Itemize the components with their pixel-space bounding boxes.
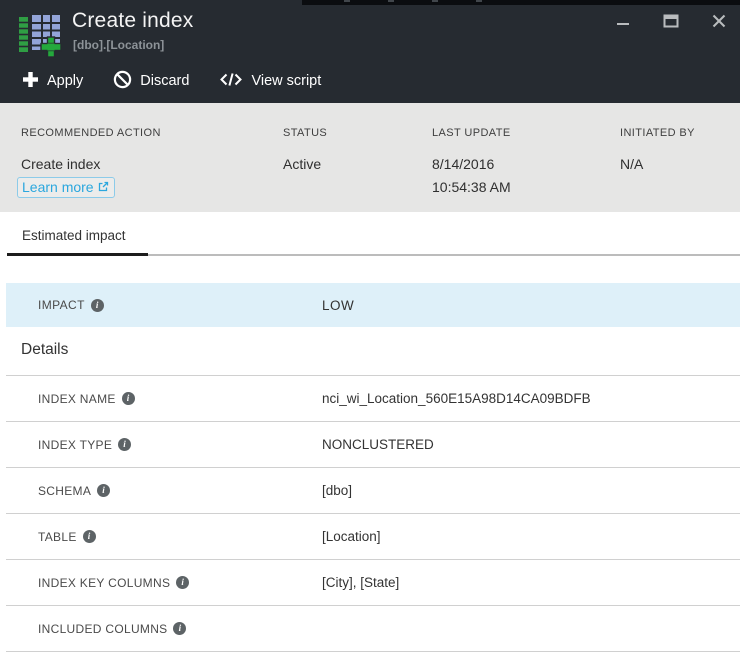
table-row-index-name: INDEX NAME i nci_wi_Location_560E15A98D1… <box>6 375 740 421</box>
detail-label-group: INDEX KEY COLUMNS i <box>6 575 190 590</box>
apply-button[interactable]: Apply <box>22 71 83 92</box>
tab-strip-divider <box>7 254 740 256</box>
maximize-icon[interactable] <box>660 10 682 32</box>
create-index-icon <box>18 12 64 63</box>
detail-label-group: SCHEMA i <box>6 483 111 498</box>
detail-label: TABLE <box>38 529 77 544</box>
detail-label: SCHEMA <box>38 483 92 498</box>
learn-more-label: Learn more <box>22 179 94 195</box>
status-value: Active <box>283 156 322 172</box>
table-row-schema: SCHEMA i [dbo] <box>6 467 740 513</box>
detail-label-group: INCLUDED COLUMNS i <box>6 621 187 636</box>
tab-strip: Estimated impact <box>0 212 740 256</box>
last-update-time: 10:54:38 AM <box>432 179 511 195</box>
window-controls <box>612 10 730 32</box>
detail-label: INDEX NAME <box>38 391 116 406</box>
external-link-icon <box>98 179 109 195</box>
command-bar: Apply Discard <box>22 64 321 98</box>
detail-label: INDEX KEY COLUMNS <box>38 575 171 590</box>
page-subtitle: [dbo].[Location] <box>73 38 165 52</box>
last-update-date: 8/14/2016 <box>432 156 495 172</box>
detail-label-group: INDEX TYPE i <box>6 437 132 452</box>
code-icon <box>219 71 243 92</box>
view-script-button-label: View script <box>251 73 322 89</box>
info-icon[interactable]: i <box>90 298 104 312</box>
summary-column-label: INITIATED BY <box>620 127 695 139</box>
summary-band: RECOMMENDED ACTION Create index Learn mo… <box>0 103 740 212</box>
info-icon[interactable]: i <box>173 622 187 635</box>
detail-label-group: INDEX NAME i <box>6 392 135 406</box>
discard-button[interactable]: Discard <box>113 70 189 93</box>
page-title: Create index <box>72 9 194 32</box>
table-row-table: TABLE i [Location] <box>6 513 740 559</box>
table-row-index-type: INDEX TYPE i NONCLUSTERED <box>6 421 740 467</box>
summary-column-value: Create index <box>21 156 101 172</box>
detail-label: INCLUDED COLUMNS <box>38 621 168 636</box>
impact-value: LOW <box>322 297 355 313</box>
table-row-included-columns: INCLUDED COLUMNS i <box>6 605 740 651</box>
impact-label: IMPACT <box>38 298 85 312</box>
view-script-button[interactable]: View script <box>219 71 321 92</box>
details-table: INDEX NAME i nci_wi_Location_560E15A98D1… <box>6 375 740 652</box>
info-icon[interactable]: i <box>82 530 96 543</box>
summary-column-label: LAST UPDATE <box>432 127 511 139</box>
apply-button-label: Apply <box>47 73 84 89</box>
info-icon[interactable]: i <box>118 438 132 451</box>
detail-value: NONCLUSTERED <box>322 437 434 452</box>
initiated-by-value: N/A <box>620 156 644 172</box>
detail-value: nci_wi_Location_560E15A98D14CA09BDFB <box>322 391 591 406</box>
info-icon[interactable]: i <box>176 576 190 589</box>
detail-value: [dbo] <box>322 483 353 498</box>
detail-value: [City], [State] <box>322 575 400 590</box>
summary-column-label: RECOMMENDED ACTION <box>21 127 161 139</box>
detail-label: INDEX TYPE <box>38 437 113 452</box>
tab-estimated-impact[interactable]: Estimated impact <box>22 228 126 243</box>
minimize-icon[interactable] <box>612 10 634 32</box>
detail-value: [Location] <box>322 529 381 544</box>
table-row-index-key-columns: INDEX KEY COLUMNS i [City], [State] <box>6 559 740 605</box>
discard-button-label: Discard <box>140 73 190 89</box>
top-edge-strip <box>302 0 740 5</box>
summary-column-label: STATUS <box>283 127 328 139</box>
plus-icon <box>22 71 39 92</box>
impact-label-group: IMPACT i <box>6 298 104 312</box>
discard-icon <box>113 70 132 93</box>
blade-header: Create index [dbo].[Location] <box>0 0 740 103</box>
info-icon[interactable]: i <box>97 484 111 497</box>
detail-label-group: TABLE i <box>6 530 96 544</box>
active-tab-underline <box>7 253 148 256</box>
info-icon[interactable]: i <box>121 392 135 405</box>
impact-row: IMPACT i LOW <box>6 283 740 327</box>
learn-more-link[interactable]: Learn more <box>17 177 115 198</box>
details-heading: Details <box>21 341 69 358</box>
close-icon[interactable] <box>708 10 730 32</box>
